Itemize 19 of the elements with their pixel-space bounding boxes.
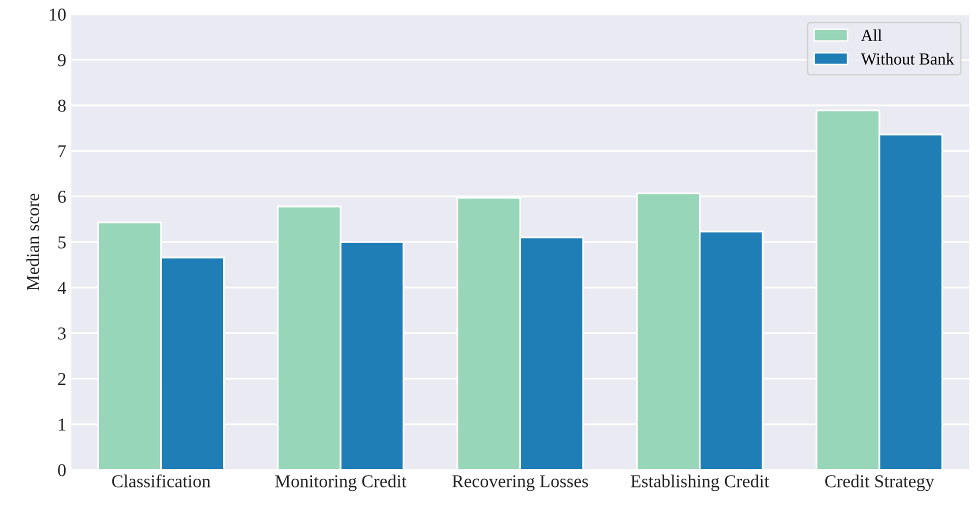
y-axis-title: Median score xyxy=(26,194,40,290)
y-tick-label: 7 xyxy=(58,145,66,158)
y-tick-label: 1 xyxy=(58,418,66,431)
x-tick-label: Recovering Losses xyxy=(452,475,588,492)
y-tick-label: 4 xyxy=(58,282,66,294)
y-tick-label: 6 xyxy=(58,190,66,203)
x-tick-label: Credit Strategy xyxy=(825,474,934,492)
x-tick-label: Classification xyxy=(112,474,210,488)
y-tick-label: 10 xyxy=(50,8,66,21)
x-tick-label: Establishing Credit xyxy=(630,474,770,492)
legend-label: All xyxy=(861,29,882,41)
y-tick-label: 0 xyxy=(58,464,66,476)
legend-label: Without Bank xyxy=(860,52,954,65)
y-tick-label: 9 xyxy=(58,54,66,66)
y-tick-label: 8 xyxy=(58,100,66,112)
x-tick-label: Monitoring Credit xyxy=(275,474,406,492)
y-tick-label: 3 xyxy=(58,327,66,340)
y-tick-label: 5 xyxy=(58,236,66,248)
y-tick-label: 2 xyxy=(58,373,66,385)
